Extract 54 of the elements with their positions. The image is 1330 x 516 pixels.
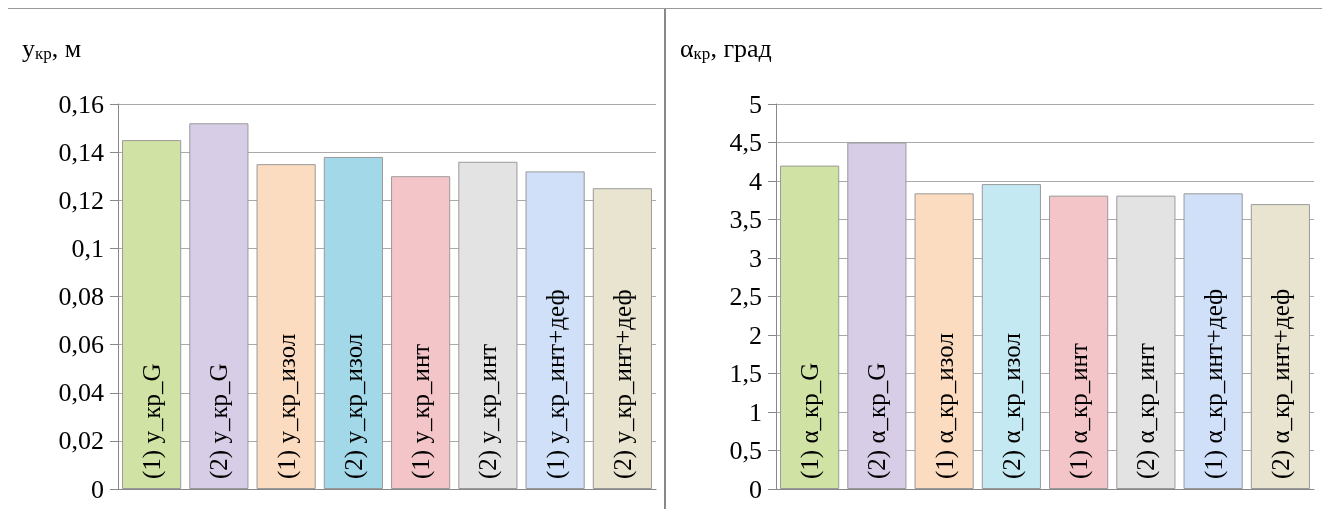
- y-tick-label: 1: [749, 397, 762, 427]
- y-tick-label: 3,5: [729, 205, 762, 234]
- bar: [914, 193, 974, 489]
- y-tick-label: 4: [749, 166, 762, 196]
- x-tick-label: (2) α_кр_инт+деф: [1266, 288, 1295, 479]
- bar: [525, 171, 585, 489]
- bar: [1250, 204, 1310, 489]
- x-tick-label: (1) y_кр_G: [138, 363, 167, 479]
- x-tick-label: (2) α_кр_G: [863, 362, 892, 479]
- bar: [1049, 195, 1109, 489]
- bar: [1116, 195, 1176, 489]
- bar: [1183, 193, 1243, 489]
- bar: [122, 140, 182, 489]
- bar: [458, 161, 518, 489]
- bar: [780, 165, 840, 489]
- x-tick-label: (1) α_кр_G: [796, 362, 825, 479]
- y-axis-title: yкр, м: [22, 33, 82, 63]
- y-tick-label: 0,08: [58, 282, 104, 311]
- y-tick-label: 5: [749, 89, 762, 119]
- bar: [391, 176, 451, 489]
- x-tick-label: (1) y_кр_изол: [272, 333, 301, 479]
- x-tick-label: (2) y_кр_G: [205, 363, 234, 479]
- y-tick-label: 2,5: [729, 282, 762, 311]
- x-tick-label: (2) y_кр_изол: [339, 333, 368, 479]
- x-tick-label: (1) α_кр_изол: [930, 333, 959, 479]
- bar: [323, 156, 383, 489]
- y-tick-label: 0: [91, 474, 104, 504]
- bar: [981, 184, 1041, 489]
- bar: [189, 123, 249, 489]
- x-tick-label: (1) y_кр_инт+деф: [541, 289, 570, 479]
- y-axis-title: αкр, град: [680, 33, 772, 63]
- y-tick-label: 3: [749, 243, 762, 273]
- y-tick-label: 0: [749, 474, 762, 504]
- x-tick-label: (1) α_кр_инт: [1065, 343, 1094, 479]
- y-tick-label: 0,1: [71, 233, 104, 263]
- y-tick-label: 0,16: [58, 89, 104, 119]
- x-tick-label: (2) y_кр_инт+деф: [608, 289, 637, 479]
- x-tick-label: (1) α_кр_инт+деф: [1199, 288, 1228, 479]
- x-tick-label: (1) y_кр_инт: [407, 343, 436, 479]
- y-tick-label: 0,14: [58, 137, 104, 167]
- bar: [256, 164, 316, 489]
- x-tick-label: (2) α_кр_изол: [997, 333, 1026, 479]
- bar: [592, 188, 652, 489]
- y-tick-label: 0,06: [58, 330, 104, 360]
- y-tick-label: 1,5: [729, 359, 762, 388]
- x-tick-label: (2) α_кр_инт: [1132, 343, 1161, 479]
- y-tick-label: 4,5: [729, 128, 762, 157]
- y-tick-label: 0,12: [58, 185, 104, 215]
- y-tick-label: 0,5: [729, 436, 762, 465]
- y-tick-label: 0,04: [58, 378, 104, 408]
- x-tick-label: (2) y_кр_инт: [474, 343, 503, 479]
- bar: [847, 142, 907, 489]
- y-tick-label: 0,02: [58, 426, 104, 456]
- y-tick-label: 2: [749, 320, 762, 350]
